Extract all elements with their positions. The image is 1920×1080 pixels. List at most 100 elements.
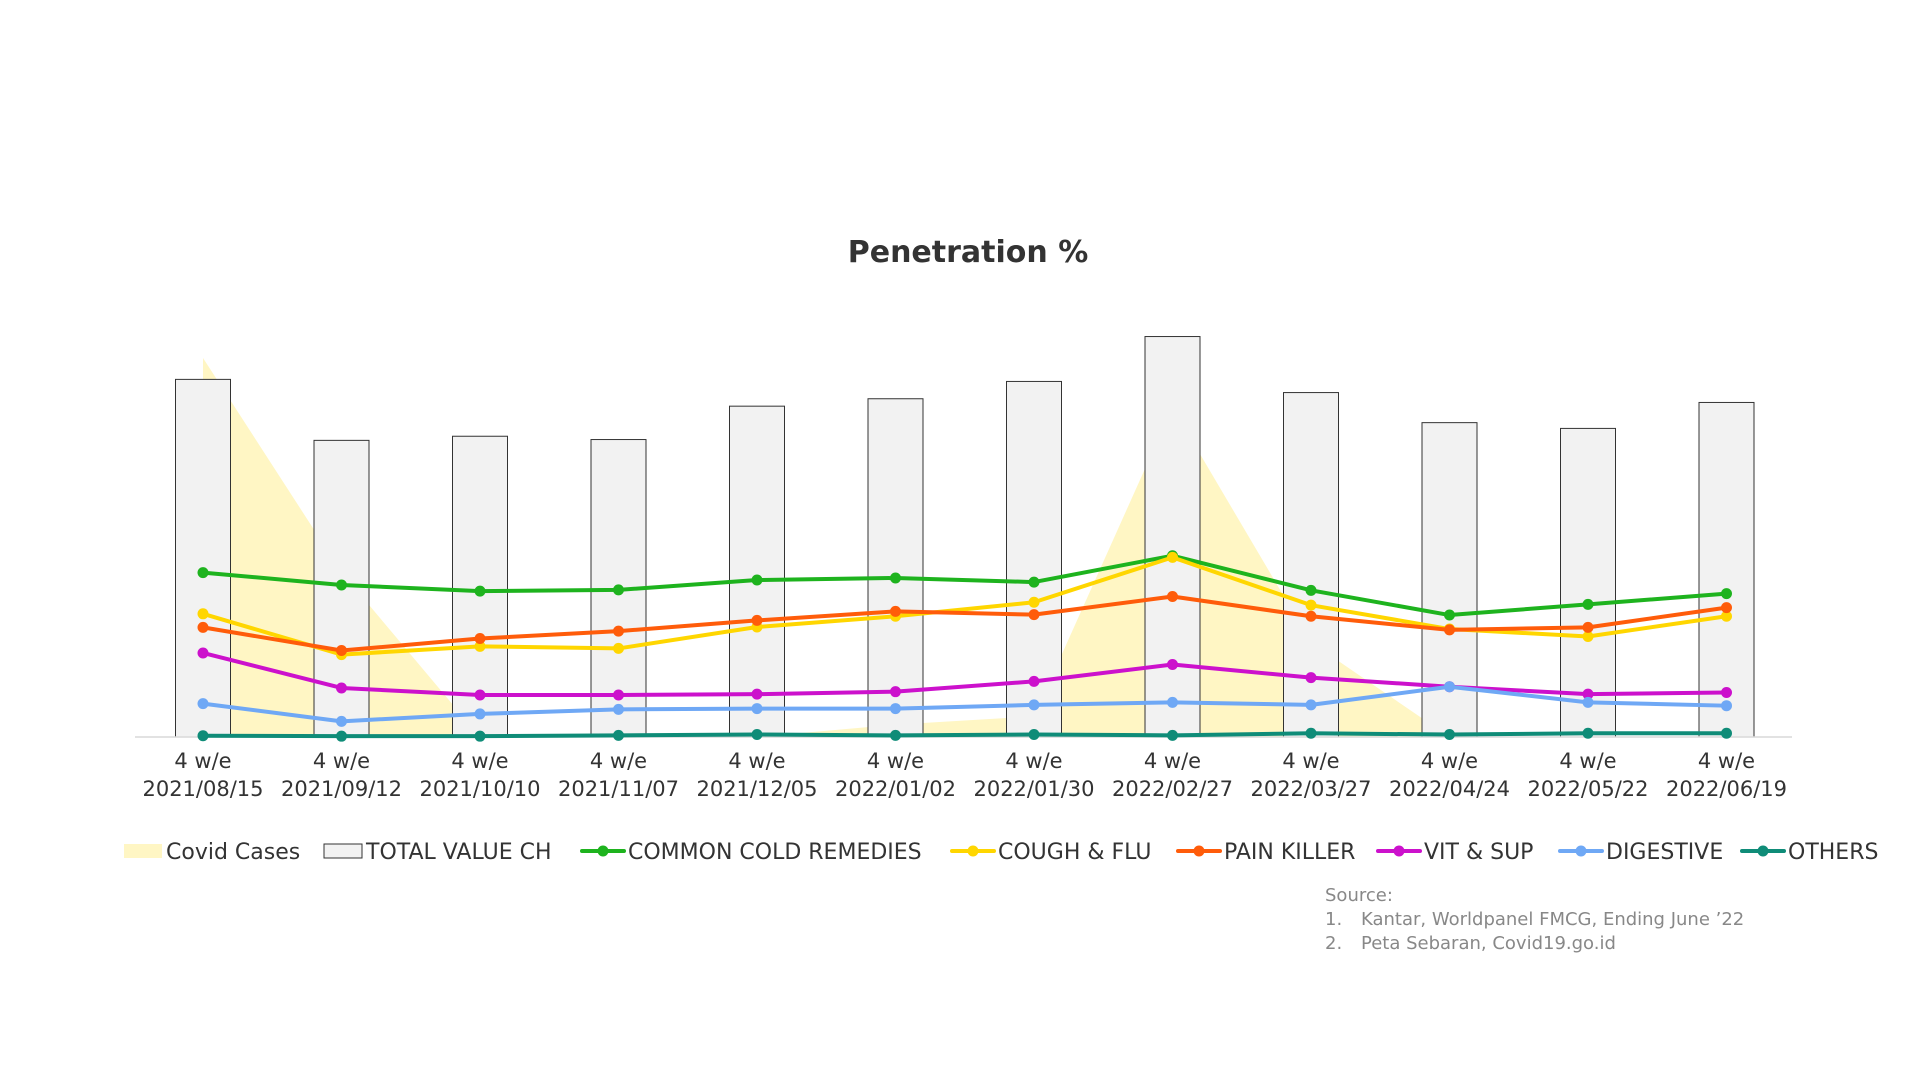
series-point xyxy=(1582,598,1594,610)
series-point xyxy=(197,698,209,710)
x-tick-label: 2021/10/10 xyxy=(419,777,540,801)
x-tick-label: 4 w/e xyxy=(1005,749,1062,773)
chart-legend: Covid Cases TOTAL VALUE CH COMMON COLD REM… xyxy=(124,840,1878,865)
series-point xyxy=(336,644,347,656)
x-tick-label: 2021/09/12 xyxy=(281,777,402,801)
series-line xyxy=(201,684,1729,724)
x-tick-label: 4 w/e xyxy=(1144,749,1201,773)
x-tick-label: 4 w/e xyxy=(1282,749,1339,773)
legend-point-marker xyxy=(1193,845,1205,857)
series-point xyxy=(890,605,901,617)
legend-label: COUGH & FLU xyxy=(998,840,1151,865)
series-point xyxy=(1444,624,1455,636)
series-point xyxy=(890,572,901,584)
series-point xyxy=(1028,729,1040,741)
series-point xyxy=(1582,621,1594,633)
legend-label: DIGESTIVE xyxy=(1606,840,1723,865)
legend-point-marker xyxy=(597,845,609,857)
legend-label: TOTAL VALUE CH xyxy=(365,840,552,865)
series-point xyxy=(890,729,901,741)
x-tick-label: 4 w/e xyxy=(451,749,508,773)
series-point xyxy=(751,688,763,700)
series-point xyxy=(1444,681,1455,693)
legend-label: PAIN KILLER xyxy=(1224,840,1355,865)
series-point xyxy=(1721,588,1732,600)
x-tick-label: 2021/11/07 xyxy=(558,777,679,801)
legend-label: OTHERS xyxy=(1788,840,1878,865)
legend-point-marker xyxy=(1393,845,1405,857)
series-point xyxy=(1721,700,1732,712)
legend-label: Covid Cases xyxy=(166,840,300,865)
x-tick-label: 2022/04/24 xyxy=(1389,777,1510,801)
series-point xyxy=(613,642,624,654)
series-point xyxy=(751,574,763,586)
series-point xyxy=(1167,591,1178,603)
series-point xyxy=(1721,687,1732,699)
series-point xyxy=(197,730,209,742)
total-value-bar xyxy=(729,405,785,738)
series-line xyxy=(201,555,1729,657)
series-point xyxy=(613,625,624,637)
series-point xyxy=(1305,727,1317,739)
series-point xyxy=(336,730,347,742)
series-point xyxy=(1305,699,1317,711)
x-tick-label: 2022/03/27 xyxy=(1250,777,1371,801)
x-axis-ticks: 4 w/e 2021/08/15 4 w/e 2021/09/12 4 w/e 2021/… xyxy=(142,749,1787,801)
series-point xyxy=(1305,672,1317,684)
source-item-number: 1. xyxy=(1325,909,1343,930)
series-point xyxy=(336,579,347,591)
x-tick-label: 4 w/e xyxy=(313,749,370,773)
x-tick-label: 2022/01/02 xyxy=(835,777,956,801)
series-point xyxy=(751,614,763,626)
series-point xyxy=(1167,551,1178,563)
total-value-bar xyxy=(1560,427,1616,738)
source-item-text: Peta Sebaran, Covid19.go.id xyxy=(1361,933,1616,954)
covid-cases-area-layer xyxy=(203,357,1727,737)
series-point xyxy=(1028,576,1040,588)
series-point xyxy=(1028,675,1040,687)
series-point xyxy=(613,729,624,741)
source-item-text: Kantar, Worldpanel FMCG, Ending June ’22 xyxy=(1361,909,1745,930)
x-tick-label: 2022/01/30 xyxy=(973,777,1094,801)
x-tick-label: 2021/12/05 xyxy=(696,777,817,801)
series-point xyxy=(890,686,901,698)
total-value-bar xyxy=(1698,401,1755,738)
legend-point-marker xyxy=(967,845,979,857)
series-point xyxy=(1028,596,1040,608)
x-tick-label: 4 w/e xyxy=(1421,749,1478,773)
x-tick-label: 2022/06/19 xyxy=(1666,777,1787,801)
series-point xyxy=(613,703,624,715)
series-point xyxy=(1167,696,1178,708)
legend-swatch-total-value xyxy=(323,843,363,859)
series-point xyxy=(751,729,763,741)
total-value-bar xyxy=(1283,392,1339,738)
series-point xyxy=(474,689,486,701)
total-value-bar xyxy=(867,398,924,738)
series-point xyxy=(474,640,486,652)
chart-title: Penetration % xyxy=(848,235,1089,270)
x-tick-label: 4 w/e xyxy=(590,749,647,773)
series-point xyxy=(1444,609,1455,621)
source-note: Source: 1. Kantar, Worldpanel FMCG, Endi… xyxy=(1325,884,1744,956)
x-tick-label: 4 w/e xyxy=(1698,749,1755,773)
series-point xyxy=(197,621,209,633)
series-point xyxy=(1305,599,1317,611)
series-point xyxy=(336,715,347,727)
series-point xyxy=(197,608,209,620)
series-point xyxy=(1167,729,1178,741)
legend-point-marker xyxy=(1757,845,1769,857)
series-point xyxy=(336,682,347,694)
series-point xyxy=(613,689,624,701)
series-line xyxy=(201,553,1729,618)
series-line xyxy=(201,594,1729,653)
series-point xyxy=(1305,584,1317,596)
series-line xyxy=(201,731,1729,739)
series-point xyxy=(1167,658,1178,670)
source-item: 1. Kantar, Worldpanel FMCG, Ending June … xyxy=(1325,908,1744,932)
series-point xyxy=(1582,727,1594,739)
legend-point-marker xyxy=(1575,845,1587,857)
series-point xyxy=(1721,727,1732,739)
series-point xyxy=(1305,610,1317,622)
legend-label: COMMON COLD REMEDIES xyxy=(628,840,922,865)
